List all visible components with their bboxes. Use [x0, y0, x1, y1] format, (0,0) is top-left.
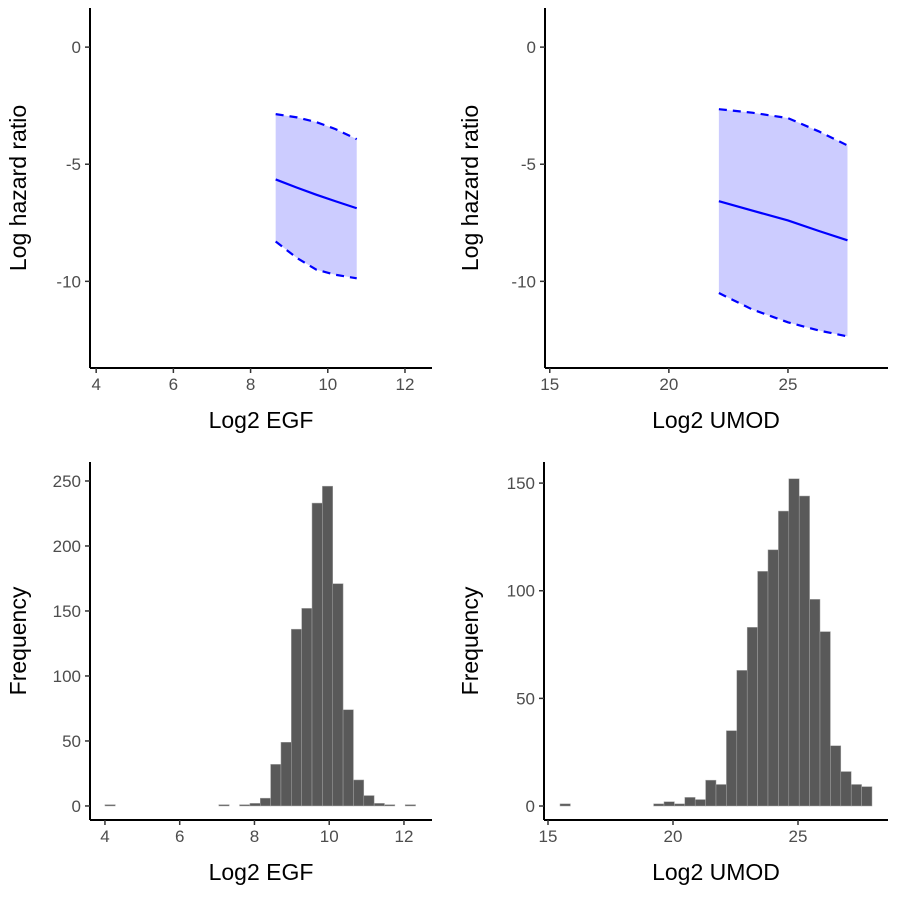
- histogram-bar: [684, 797, 696, 807]
- x-tick-label: 15: [540, 375, 559, 394]
- y-axis-title: Frequency: [457, 586, 483, 695]
- histogram-bar: [270, 764, 282, 807]
- lower-ci-line: [718, 292, 848, 338]
- histogram-bar: [559, 803, 571, 807]
- y-tick-label: 150: [507, 474, 535, 493]
- panel-egf-hazard: Log2 EGF Log hazard ratio 4 6 8 10 12 0 -5 -10: [5, 8, 432, 433]
- histogram-bar: [218, 804, 230, 807]
- y-tick-label: -5: [521, 155, 536, 174]
- y-tick-label: 250: [53, 472, 81, 491]
- y-tick-label: 150: [53, 602, 81, 621]
- confidence-band: [275, 114, 357, 279]
- y-axis-title: Frequency: [5, 586, 31, 695]
- y-tick-label: -10: [511, 272, 536, 291]
- histogram-bar: [798, 495, 810, 807]
- x-tick-label: 25: [778, 375, 797, 394]
- panel-umod-hazard: Log2 UMOD Log hazard ratio 15 20 25 0 -5 -10: [457, 8, 888, 433]
- histogram-bar: [311, 502, 323, 807]
- x-tick-label: 10: [320, 827, 339, 846]
- histogram-bar: [663, 801, 675, 807]
- x-tick-label: 6: [175, 827, 184, 846]
- upper-ci-line: [718, 108, 848, 147]
- y-axis-title: Log hazard ratio: [5, 105, 31, 271]
- histogram-bar: [778, 510, 790, 807]
- x-tick-label: 4: [100, 827, 109, 846]
- x-tick-label: 4: [91, 375, 100, 394]
- y-tick-label: 100: [507, 582, 535, 601]
- histogram-bar: [788, 478, 800, 807]
- histogram-bar: [819, 631, 831, 807]
- y-tick-label: 0: [72, 38, 81, 57]
- histogram-bar: [757, 571, 769, 807]
- histogram-bar: [291, 628, 302, 807]
- histogram-bar: [736, 670, 748, 807]
- estimate-line: [275, 178, 358, 210]
- histogram-bar: [104, 804, 116, 807]
- x-tick-label: 8: [246, 375, 255, 394]
- histogram-bar: [726, 730, 738, 807]
- histogram-bar: [850, 784, 862, 807]
- histogram-bar: [342, 709, 354, 807]
- histogram-bar: [239, 804, 251, 807]
- histogram-bar: [653, 803, 665, 807]
- y-tick-label: 0: [526, 797, 535, 816]
- histogram-bar: [301, 608, 313, 807]
- histogram-bar: [861, 786, 873, 807]
- y-tick-label: -5: [66, 155, 81, 174]
- y-tick-label: 50: [62, 732, 81, 751]
- x-axis-title: Log2 UMOD: [652, 407, 780, 433]
- x-tick-label: 6: [169, 375, 178, 394]
- x-tick-label: 20: [659, 375, 678, 394]
- x-tick-label: 12: [396, 375, 415, 394]
- histogram-bar: [746, 627, 758, 807]
- histogram-bar: [830, 745, 842, 807]
- y-tick-label: 200: [53, 537, 81, 556]
- panel-egf-histogram: Log2 EGF Frequency 4 6 8 10 12 0 50 100 150 200 25…: [5, 462, 432, 885]
- confidence-band: [718, 109, 848, 337]
- histogram-bar: [705, 779, 717, 807]
- histogram-bar: [280, 742, 292, 807]
- histogram-bar: [674, 803, 686, 807]
- histogram-bar: [840, 771, 852, 807]
- y-tick-label: 50: [516, 689, 535, 708]
- x-tick-label: 25: [789, 827, 808, 846]
- histogram-bar: [260, 797, 271, 807]
- y-tick-label: 0: [527, 38, 536, 57]
- upper-ci-line: [275, 113, 358, 141]
- x-tick-label: 20: [664, 827, 683, 846]
- histogram-bar: [715, 784, 727, 807]
- x-tick-label: 12: [395, 827, 414, 846]
- x-tick-label: 8: [250, 827, 259, 846]
- y-tick-label: 100: [53, 667, 81, 686]
- histogram-bar: [373, 803, 385, 807]
- histogram-bar: [332, 583, 344, 807]
- histogram-bar: [363, 795, 375, 807]
- y-tick-label: 0: [72, 797, 81, 816]
- histogram-bar: [384, 804, 396, 807]
- histogram-bar: [694, 799, 706, 807]
- histogram-bar: [404, 804, 416, 807]
- histogram-bar: [353, 779, 365, 807]
- panel-umod-histogram: Log2 UMOD Frequency 15 20 25 0 50 100 150: [457, 462, 888, 885]
- x-axis-title: Log2 EGF: [209, 859, 314, 885]
- histogram-bar: [322, 485, 333, 807]
- x-tick-label: 10: [318, 375, 337, 394]
- y-axis-title: Log hazard ratio: [457, 105, 483, 271]
- histogram-bar: [809, 599, 821, 807]
- x-axis-title: Log2 EGF: [209, 407, 314, 433]
- estimate-line: [718, 200, 848, 242]
- x-axis-title: Log2 UMOD: [652, 859, 780, 885]
- lower-ci-line: [274, 240, 357, 280]
- histogram-bar: [249, 803, 261, 807]
- y-tick-label: -10: [56, 272, 81, 291]
- histogram-bar: [767, 549, 779, 807]
- x-tick-label: 15: [539, 827, 558, 846]
